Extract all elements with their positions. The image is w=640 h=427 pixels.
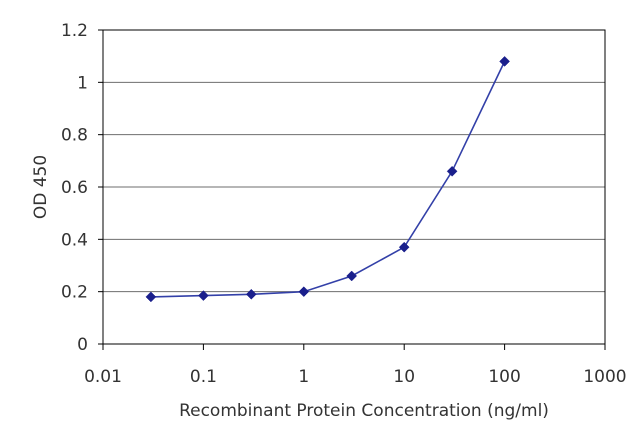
y-tick-label: 1 [77,73,88,93]
data-point-marker [398,241,410,253]
y-tick-label: 0.8 [61,126,88,146]
y-tick-label: 0.4 [61,230,88,250]
data-point-marker [245,288,257,300]
y-tick-label: 0.2 [61,283,88,303]
x-tick-label: 1000 [583,367,626,387]
data-point-marker [499,56,510,67]
y-tick-label: 1.2 [61,21,88,41]
gridlines [103,81,605,293]
x-tick-label: 10 [393,367,415,387]
x-tick-label: 100 [488,367,520,387]
x-tick-label: 1 [298,367,309,387]
data-point-marker [145,291,157,303]
x-tick-label: 0.01 [84,367,122,387]
data-point-marker [298,286,310,298]
data-point-marker [446,165,458,177]
x-tick-label: 0.1 [190,367,217,387]
y-tick-label: 0.6 [61,178,88,198]
series-line [150,61,506,298]
data-point-marker [198,290,209,301]
data-series [145,56,510,303]
y-tick-label: 0 [77,335,88,355]
y-axis-title: OD 450 [31,155,51,219]
x-axis-title: Recombinant Protein Concentration (ng/ml… [179,401,549,421]
data-point-marker [346,270,358,282]
axis-ticks: 0 0.2 0.4 0.6 0.8 1 1.2 0.01 0.1 1 10 100 1000 [61,21,627,387]
